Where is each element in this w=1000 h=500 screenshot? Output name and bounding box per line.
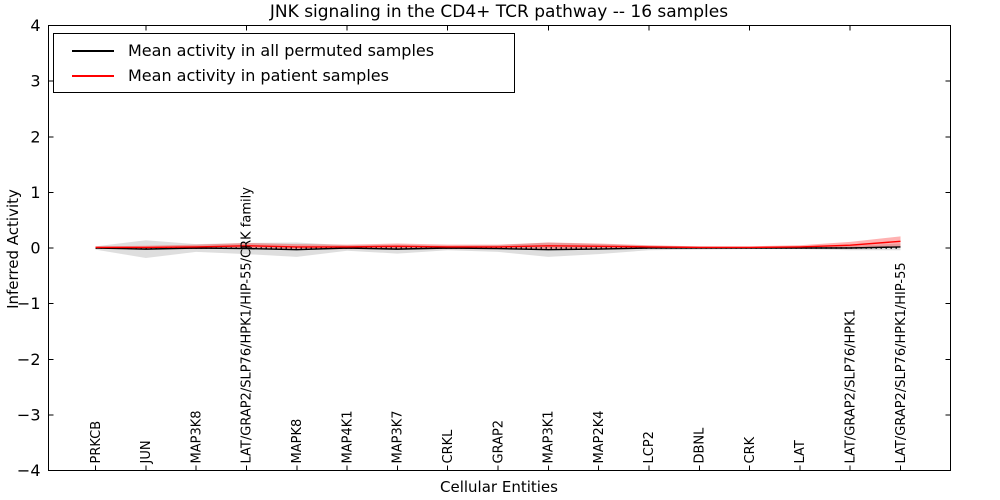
legend-label: Mean activity in all permuted samples <box>128 41 435 60</box>
x-tick-label: MAPK8 <box>290 419 305 464</box>
x-tick-label: CRK <box>743 436 758 463</box>
y-tick-label: −2 <box>17 350 41 369</box>
x-tick-label: JUN <box>139 440 154 464</box>
x-tick-label: CRKL <box>441 429 456 464</box>
y-axis-label: Inferred Activity <box>4 189 22 309</box>
legend-line-sample-black <box>72 49 114 52</box>
x-tick-label: MAP3K1 <box>542 410 557 463</box>
legend-line-sample-red <box>72 74 114 77</box>
x-tick-label: LAT/GRAP2/SLP76/HPK1 <box>843 309 858 463</box>
legend-item-patient: Mean activity in patient samples <box>54 64 514 88</box>
y-tick-label: 0 <box>30 239 40 258</box>
x-tick-label: DBNL <box>693 427 708 464</box>
x-tick-label: MAP3K8 <box>189 410 204 463</box>
x-tick-label: LAT/GRAP2/SLP76/HPK1/HIP-55/CRK family <box>240 187 255 464</box>
y-tick-label: 4 <box>30 16 40 35</box>
y-tick-label: 2 <box>30 127 40 146</box>
y-tick-label: 3 <box>30 72 40 91</box>
legend-label: Mean activity in patient samples <box>128 66 389 85</box>
legend: Mean activity in all permuted samples Me… <box>53 33 515 93</box>
x-tick-label: MAP3K7 <box>391 410 406 463</box>
x-tick-label: GRAP2 <box>491 420 506 464</box>
y-tick-label: −4 <box>17 461 41 480</box>
y-tick-label: −1 <box>17 294 41 313</box>
chart-title: JNK signaling in the CD4+ TCR pathway --… <box>269 2 729 22</box>
permuted-mean-line <box>95 246 901 251</box>
y-tick-label: 1 <box>30 183 40 202</box>
x-tick-label: LAT/GRAP2/SLP76/HPK1/HIP-55 <box>894 262 909 463</box>
x-tick-label: PRKCB <box>89 421 104 464</box>
legend-item-permuted: Mean activity in all permuted samples <box>54 39 514 63</box>
patient-mean-line <box>95 240 901 249</box>
x-tick-label: MAP4K1 <box>340 410 355 463</box>
x-axis-label: Cellular Entities <box>440 478 558 496</box>
y-tick-label: −3 <box>17 405 41 424</box>
x-tick-label: LAT <box>793 440 808 463</box>
x-tick-label: MAP2K4 <box>592 410 607 463</box>
x-tick-label: LCP2 <box>642 431 657 463</box>
